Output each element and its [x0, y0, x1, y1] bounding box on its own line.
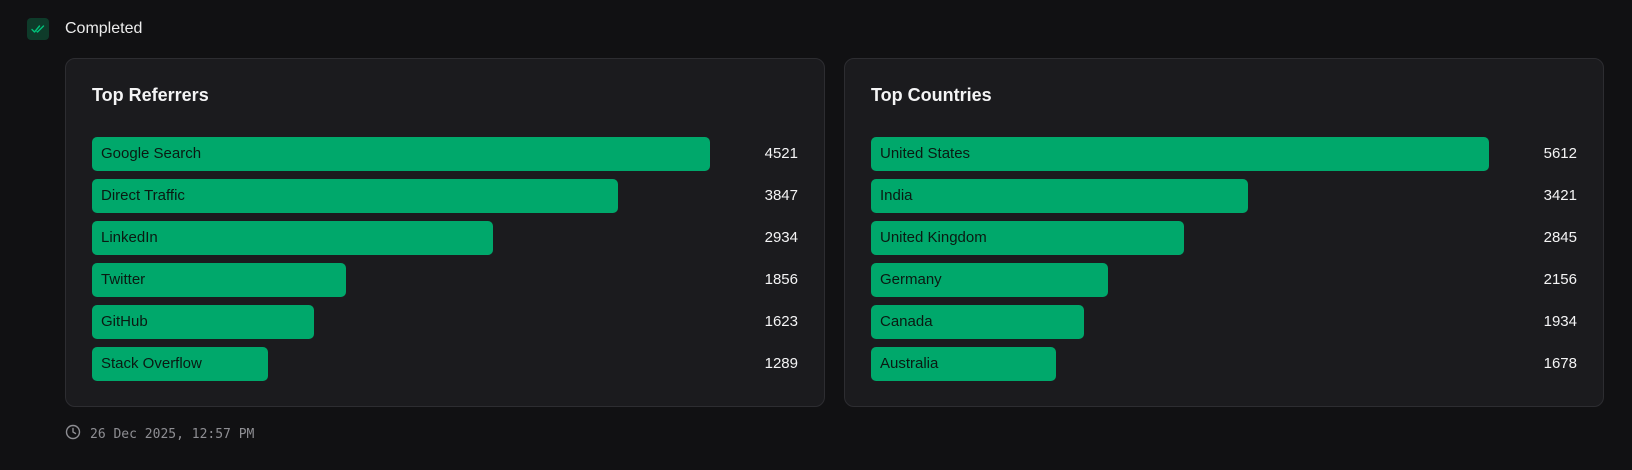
bar-label: United Kingdom: [880, 229, 987, 246]
bar-value: 1856: [764, 271, 798, 288]
bar-track: Twitter: [92, 263, 735, 297]
bar-row: Germany 2156: [871, 263, 1577, 297]
bar: [92, 221, 493, 255]
bar: [871, 305, 1084, 339]
bar: [871, 347, 1056, 381]
bar-track: Stack Overflow: [92, 347, 735, 381]
status-label: Completed: [65, 20, 143, 37]
bar-value: 3847: [764, 187, 798, 204]
bar-label: Canada: [880, 313, 933, 330]
bar-track: Germany: [871, 263, 1514, 297]
bar-row: Twitter 1856: [92, 263, 798, 297]
bar: [871, 221, 1184, 255]
bar-label: LinkedIn: [101, 229, 158, 246]
bar-row: GitHub 1623: [92, 305, 798, 339]
bar-row: United Kingdom 2845: [871, 221, 1577, 255]
bar-value: 4521: [764, 145, 798, 162]
bar-value: 1289: [764, 355, 798, 372]
status-indicator: Completed: [27, 18, 142, 40]
chart-title: Top Referrers: [92, 85, 209, 105]
bar-row: Australia 1678: [871, 347, 1577, 381]
double-check-icon: [27, 18, 49, 40]
bar-track: Google Search: [92, 137, 735, 171]
bar-row: LinkedIn 2934: [92, 221, 798, 255]
bar-value: 5612: [1543, 145, 1577, 162]
bar-value: 1678: [1543, 355, 1577, 372]
bar-track: GitHub: [92, 305, 735, 339]
bar-track: India: [871, 179, 1514, 213]
bar-row: India 3421: [871, 179, 1577, 213]
bar-label: Direct Traffic: [101, 187, 185, 204]
bar: [92, 137, 710, 171]
bar-label: Google Search: [101, 145, 202, 162]
bar-track: Canada: [871, 305, 1514, 339]
bar-list: Google Search 4521 Direct Traffic 3847 Linke…: [92, 137, 798, 389]
top-referrers-card: Top Referrers Google Search 4521 Direct Tr…: [65, 58, 825, 407]
bar: [92, 179, 618, 213]
bar-value: 2156: [1543, 271, 1577, 288]
charts-container: Top Referrers Google Search 4521 Direct Tr…: [65, 58, 1604, 407]
bar-track: Direct Traffic: [92, 179, 735, 213]
bar: [871, 179, 1248, 213]
bar-track: United States: [871, 137, 1514, 171]
bar-track: Australia: [871, 347, 1514, 381]
bar-track: LinkedIn: [92, 221, 735, 255]
bar-row: Stack Overflow 1289: [92, 347, 798, 381]
chart-title: Top Countries: [871, 85, 992, 105]
bar-row: Direct Traffic 3847: [92, 179, 798, 213]
bar: [92, 347, 268, 381]
bar: [871, 137, 1489, 171]
bar-label: Twitter: [101, 271, 146, 288]
bar-value: 1934: [1543, 313, 1577, 330]
timestamp: 26 Dec 2025, 12:57 PM: [65, 424, 254, 445]
bar-value: 2934: [764, 229, 798, 246]
timestamp-text: 26 Dec 2025, 12:57 PM: [90, 427, 255, 442]
bar-row: United States 5612: [871, 137, 1577, 171]
clock-icon: [65, 424, 81, 445]
bar-row: Canada 1934: [871, 305, 1577, 339]
bar-label: Stack Overflow: [101, 355, 202, 372]
bar-label: Germany: [880, 271, 942, 288]
bar: [92, 305, 314, 339]
bar: [871, 263, 1108, 297]
bar: [92, 263, 346, 297]
top-countries-card: Top Countries United States 5612 India 3421…: [844, 58, 1604, 407]
bar-track: United Kingdom: [871, 221, 1514, 255]
bar-value: 3421: [1543, 187, 1577, 204]
bar-label: India: [880, 187, 913, 204]
bar-label: GitHub: [101, 313, 148, 330]
bar-label: Australia: [880, 355, 939, 372]
bar-list: United States 5612 India 3421 United Kingdom…: [871, 137, 1577, 389]
bar-label: United States: [880, 145, 971, 162]
bar-row: Google Search 4521: [92, 137, 798, 171]
bar-value: 1623: [764, 313, 798, 330]
bar-value: 2845: [1543, 229, 1577, 246]
